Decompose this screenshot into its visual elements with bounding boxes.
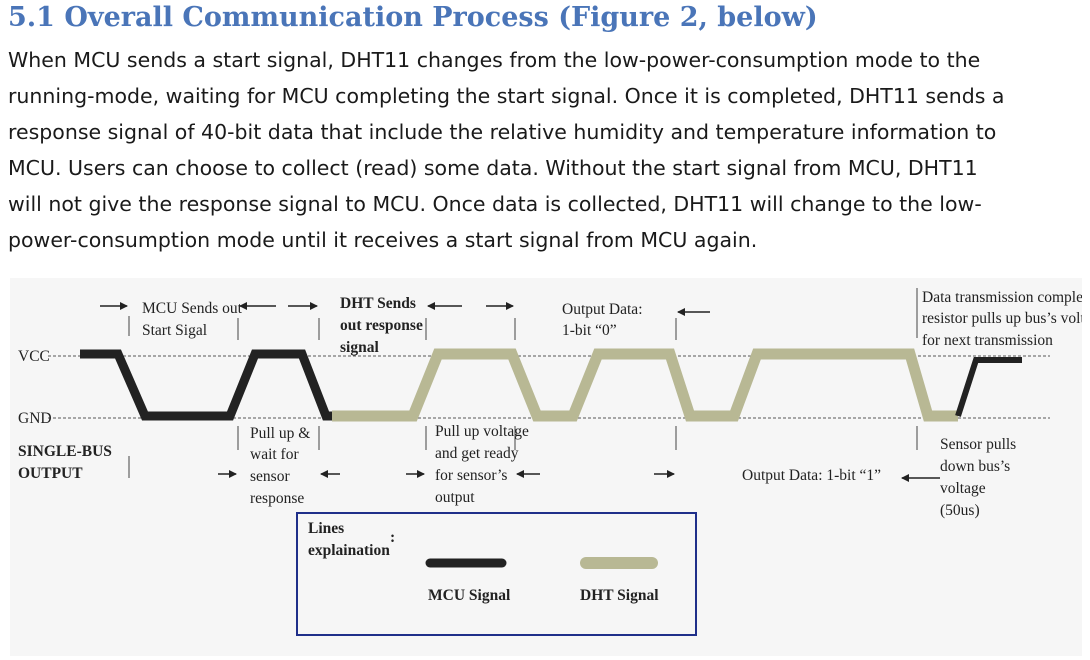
section-paragraph: When MCU sends a start signal, DHT11 cha…	[8, 42, 1083, 258]
pull-up-voltage-label: output	[435, 489, 475, 506]
communication-timing-diagram: VCC GND SINGLE-BUS OUTPUT MCU Sends out …	[10, 278, 1082, 656]
vcc-label: VCC	[18, 348, 50, 365]
legend-border	[296, 512, 697, 636]
legend-title: Lines	[308, 520, 344, 537]
paragraph-line: response signal of 40-bit data that incl…	[8, 120, 997, 144]
lines-legend: Lines explaination : MCU Signal DHT Sign…	[296, 512, 697, 636]
output-label: OUTPUT	[18, 465, 83, 482]
pull-up-wait-label: sensor	[250, 468, 290, 485]
single-bus-label: SINGLE-BUS	[18, 443, 112, 460]
legend-dht-label: DHT Signal	[580, 587, 659, 604]
section-heading: 5.1 Overall Communication Process (Figur…	[8, 2, 818, 33]
mcu-signal-start	[80, 349, 332, 421]
completed-label: for next transmission	[922, 332, 1053, 349]
mcu-start-label: Start Sigal	[142, 322, 207, 339]
output-1-label: Output Data: 1-bit “1”	[742, 467, 881, 484]
sensor-pulls-label: down bus’s	[940, 458, 1010, 475]
pull-up-voltage-label: Pull up voltage	[435, 423, 529, 440]
dht-sends-label: DHT Sends	[340, 295, 416, 312]
sensor-pulls-label: Sensor pulls	[940, 436, 1016, 453]
completed-label: resistor pulls up bus’s voltage	[922, 310, 1082, 327]
output-0-label: 1-bit “0”	[562, 322, 617, 339]
mcu-start-label: MCU Sends out	[142, 300, 243, 317]
dht-signal-waveform	[332, 348, 958, 422]
pull-up-wait-label: wait for	[250, 446, 299, 463]
pull-up-wait-label: response	[250, 490, 304, 507]
timing-arrows	[100, 302, 940, 482]
dht-sends-label: signal	[340, 339, 379, 356]
gnd-label: GND	[18, 410, 52, 427]
paragraph-line: MCU. Users can choose to collect (read) …	[8, 156, 978, 180]
completed-label: Data transmission completed;	[922, 289, 1082, 306]
paragraph-line: running-mode, waiting for MCU completing…	[8, 84, 1005, 108]
legend-mcu-label: MCU Signal	[428, 587, 511, 604]
dht-sends-label: out response	[340, 317, 423, 334]
paragraph-line: will not give the response signal to MCU…	[8, 192, 982, 216]
legend-title: explaination	[308, 542, 390, 559]
vertical-markers	[128, 288, 918, 478]
paragraph-line: When MCU sends a start signal, DHT11 cha…	[8, 48, 981, 72]
mcu-signal-end	[955, 357, 1022, 417]
pull-up-voltage-label: and get ready	[435, 445, 519, 462]
sensor-pulls-label: voltage	[940, 480, 986, 497]
pull-up-wait-label: Pull up &	[250, 425, 310, 442]
output-0-label: Output Data:	[562, 301, 643, 318]
legend-colon: :	[390, 529, 395, 546]
pull-up-voltage-label: for sensor’s	[435, 467, 507, 484]
paragraph-line: power-consumption mode until it receives…	[8, 228, 758, 252]
sensor-pulls-label: (50us)	[940, 502, 980, 519]
